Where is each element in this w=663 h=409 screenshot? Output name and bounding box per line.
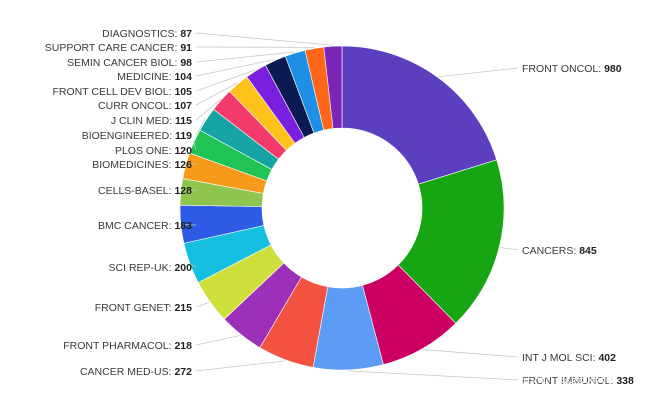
slice-label: SCI REP-UK: 200: [109, 262, 193, 274]
leader-line: [195, 335, 241, 346]
leader-line: [195, 360, 286, 372]
leader-line: [195, 32, 333, 46]
slice-label: SUPPORT CARE CANCER: 91: [45, 42, 192, 54]
slice-label: CANCERS: 845: [522, 245, 597, 257]
slice-label: FRONT PHARMACOL: 218: [63, 340, 192, 352]
slice-label: INT J MOL SCI: 402: [522, 352, 616, 364]
slice-label: BIOMEDICINES: 126: [92, 159, 192, 171]
leader-line: [195, 59, 275, 77]
slice-label: CANCER MED-US: 272: [80, 366, 192, 378]
leader-line: [195, 99, 221, 121]
slice-label: J CLIN MED: 115: [111, 115, 192, 127]
slice-label: FRONT IMMUNOL: 338: [522, 375, 634, 387]
leader-line: [422, 349, 519, 358]
leader-line: [195, 302, 210, 308]
leader-line: [500, 247, 519, 251]
leader-line: [195, 82, 238, 106]
slice-label: DIAGNOSTICS: 87: [102, 28, 192, 40]
slice-front-oncol: [341, 45, 498, 185]
leader-line: [195, 118, 206, 136]
slice-label: FRONT ONCOL: 980: [522, 63, 622, 75]
leader-line: [438, 67, 519, 78]
slice-diagnostics: [323, 45, 343, 129]
leader-line: [184, 163, 197, 166]
leader-line: [179, 189, 197, 193]
leader-line: [348, 370, 519, 381]
slice-label: BIOENGINEERED: 119: [82, 130, 192, 142]
leader-line: [195, 51, 295, 63]
slice-label: PLOS ONE: 120: [115, 145, 192, 157]
watermark: 知乎 @李海铭: [520, 375, 615, 393]
leader-line: [193, 140, 197, 151]
slice-label: MEDICINE: 104: [117, 71, 192, 83]
donut-slices: [179, 45, 505, 371]
slice-label: CURR ONCOL: 107: [98, 100, 192, 112]
slice-label: SEMIN CANCER BIOL: 98: [67, 57, 192, 69]
slice-labels: FRONT ONCOL: 980 CANCERS: 845 INT J MOL SC…: [45, 28, 634, 387]
slice-label: CELLS-BASEL: 128: [98, 185, 192, 197]
slice-label: FRONT CELL DEV BIOL: 105: [53, 86, 193, 98]
leader-line: [179, 224, 197, 226]
slice-label: BMC CANCER: 183: [98, 220, 192, 232]
leader-line: [188, 263, 197, 268]
leader-lines: [179, 32, 519, 381]
slice-label: FRONT GENET: 215: [95, 302, 192, 314]
leader-line: [195, 69, 256, 92]
slice-cancers: [397, 159, 505, 324]
